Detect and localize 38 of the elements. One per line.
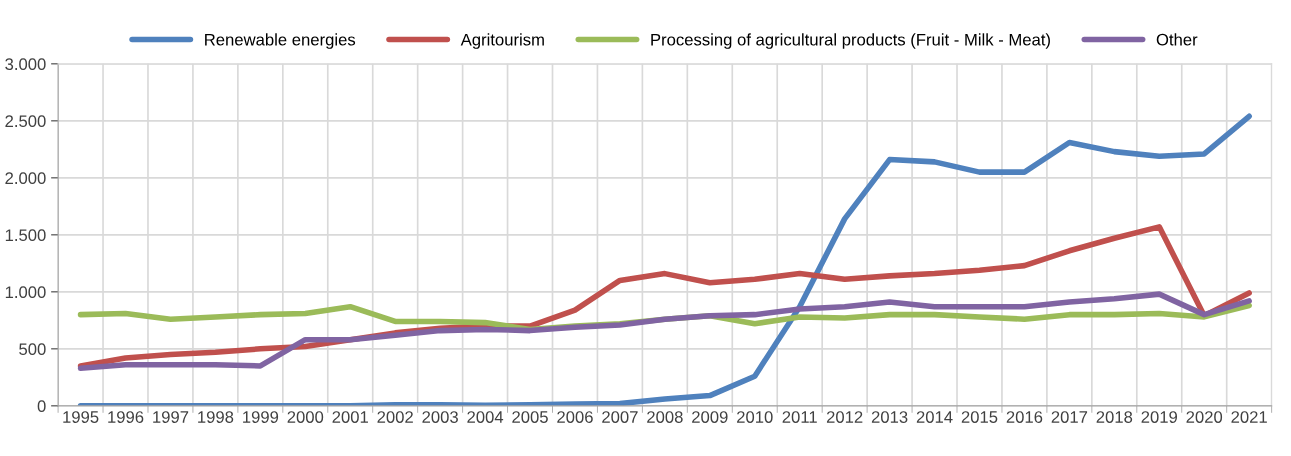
y-tick-label: 2.000 bbox=[5, 172, 46, 185]
y-tick-label: 1.500 bbox=[5, 229, 46, 242]
x-tick-label: 2015 bbox=[961, 411, 998, 423]
y-tick-label: 500 bbox=[19, 343, 46, 356]
x-tick-label: 2019 bbox=[1141, 411, 1178, 423]
legend-label: Renewable energies bbox=[205, 33, 356, 49]
x-tick-label: 1995 bbox=[63, 411, 99, 423]
legend-label: Processing of agricultural products (Fruit - Milk - Meat) bbox=[651, 33, 1050, 49]
x-tick-label: 2012 bbox=[826, 411, 863, 423]
legend-label: Other bbox=[1156, 33, 1198, 46]
x-tick-label: 2018 bbox=[1096, 411, 1133, 423]
x-tick-label: 2014 bbox=[916, 411, 953, 423]
legend-label: Agritourism bbox=[460, 33, 544, 49]
x-tick-label: 2016 bbox=[1006, 411, 1043, 423]
x-tick-label: 2021 bbox=[1231, 411, 1267, 423]
y-tick-label: 2.500 bbox=[5, 115, 46, 128]
x-tick-label: 2003 bbox=[422, 411, 458, 423]
x-tick-label: 2007 bbox=[602, 411, 638, 423]
x-tick-label: 2011 bbox=[782, 411, 817, 423]
x-tick-label: 1998 bbox=[198, 411, 234, 423]
x-tick-label: 2000 bbox=[287, 411, 324, 423]
x-tick-label: 2010 bbox=[737, 411, 773, 423]
x-tick-label: 2009 bbox=[692, 411, 728, 423]
x-tick-label: 2006 bbox=[557, 411, 593, 423]
x-tick-label: 2002 bbox=[377, 411, 413, 423]
x-tick-label: 1999 bbox=[243, 411, 279, 423]
y-tick-label: 0 bbox=[37, 400, 46, 413]
x-tick-label: 2008 bbox=[647, 411, 683, 423]
x-tick-label: 2005 bbox=[512, 411, 548, 423]
x-tick-label: 1996 bbox=[108, 411, 144, 423]
y-tick-label: 1.000 bbox=[5, 286, 46, 299]
x-tick-label: 2013 bbox=[871, 411, 908, 423]
x-tick-label: 2017 bbox=[1051, 411, 1088, 423]
x-tick-label: 2004 bbox=[467, 411, 504, 423]
x-tick-label: 1997 bbox=[153, 411, 189, 423]
y-tick-label: 3.000 bbox=[5, 58, 46, 71]
x-tick-label: 2001 bbox=[332, 411, 368, 423]
x-tick-label: 2020 bbox=[1186, 411, 1223, 423]
